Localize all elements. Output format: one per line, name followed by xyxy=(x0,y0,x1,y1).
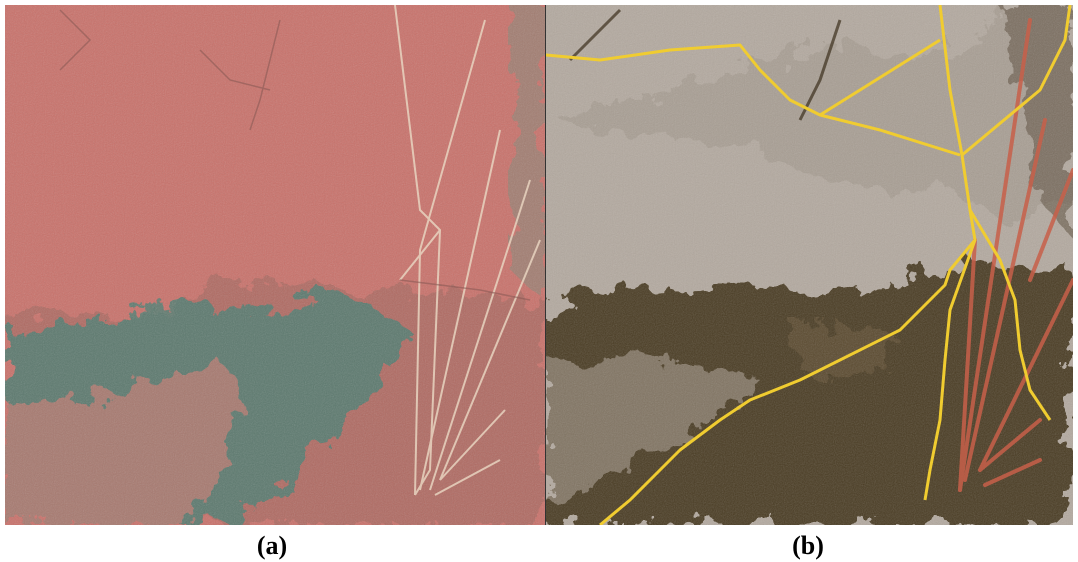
page: (a) (b) (() => { const data = JSON.parse… xyxy=(0,0,1078,562)
figure: (a) (b) xyxy=(0,0,1078,562)
caption-b: (b) xyxy=(792,531,824,560)
image-a xyxy=(5,5,545,525)
image-b xyxy=(546,5,1073,525)
caption-a: (a) xyxy=(257,531,287,560)
